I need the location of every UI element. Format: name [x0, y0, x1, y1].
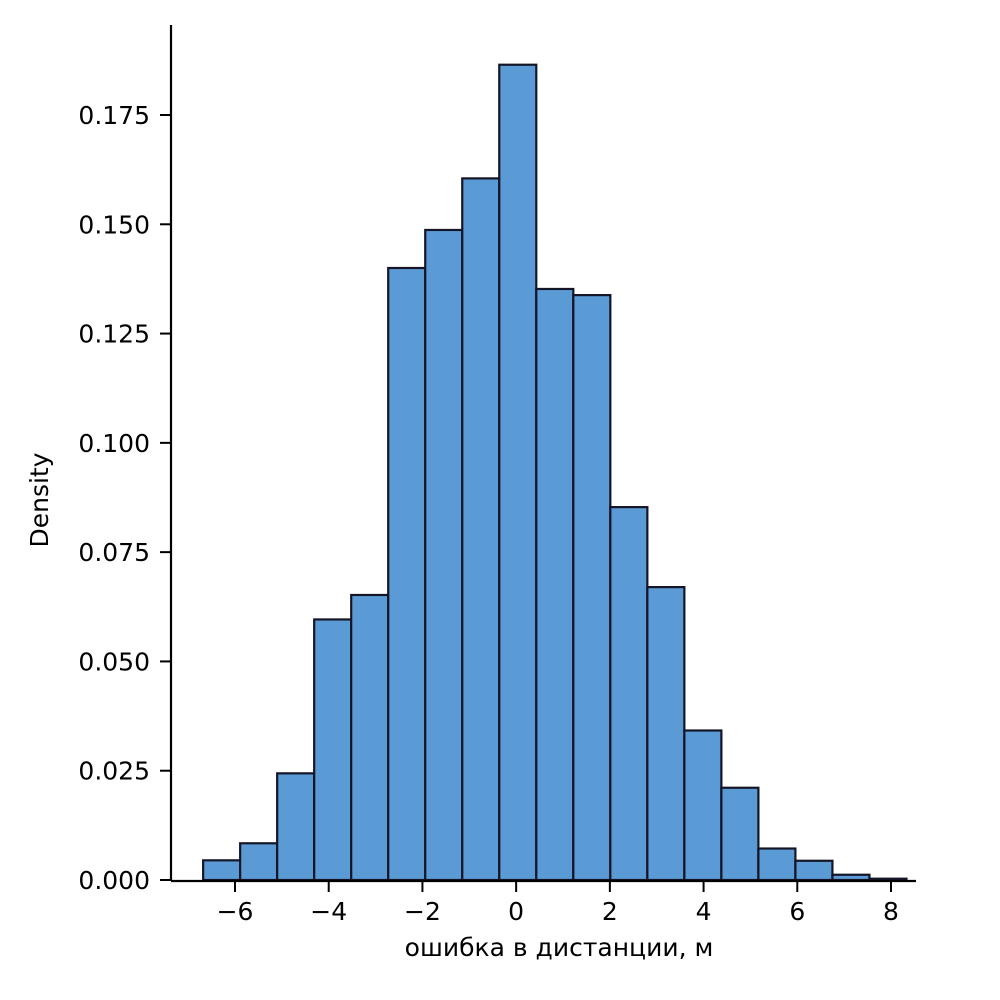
y-tick-label: 0.025: [78, 757, 150, 786]
histogram-bar: [757, 847, 797, 882]
histogram-bar: [535, 287, 575, 882]
y-axis-title: Density: [25, 452, 54, 547]
histogram-bar: [683, 729, 723, 882]
histogram-bars: [202, 63, 908, 882]
histogram-bar: [572, 294, 612, 882]
y-tick-label: 0.125: [78, 320, 150, 349]
x-tick-label: 2: [602, 897, 618, 926]
x-tick-label: 8: [883, 897, 899, 926]
y-axis-ticks: 0.000 0.025 0.050 0.075 0.100 0.125 0.150 0.175: [78, 101, 171, 895]
histogram-bar: [424, 228, 464, 882]
y-tick-label: 0.000: [78, 866, 150, 895]
histogram-bar: [239, 842, 279, 882]
histogram-bar: [498, 63, 538, 882]
x-axis-ticks: −6 −4 −2 0 2 4 6 8: [217, 881, 899, 926]
y-tick-label: 0.175: [78, 101, 150, 130]
x-axis-title: ошибка в дистанции, м: [405, 933, 714, 962]
histogram-bar: [868, 877, 908, 882]
y-tick-label: 0.150: [78, 210, 150, 239]
x-tick-label: −2: [404, 897, 441, 926]
histogram-bar: [461, 177, 501, 882]
y-tick-label: 0.050: [78, 647, 150, 676]
histogram-bar: [794, 859, 834, 882]
histogram-bar: [276, 772, 316, 882]
histogram-bar: [646, 586, 686, 882]
histogram-bar: [313, 618, 353, 882]
y-tick-label: 0.075: [78, 538, 150, 567]
x-tick-label: −6: [217, 897, 254, 926]
y-tick-label: 0.100: [78, 429, 150, 458]
histogram-bar: [202, 859, 242, 882]
histogram-bar: [720, 786, 760, 882]
x-tick-label: −4: [310, 897, 347, 926]
histogram-bar: [831, 873, 871, 882]
x-tick-label: 0: [508, 897, 524, 926]
histogram-bar: [609, 506, 649, 882]
histogram-bar: [350, 593, 390, 882]
x-tick-label: 4: [696, 897, 712, 926]
x-tick-label: 6: [789, 897, 805, 926]
histogram-bar: [387, 266, 427, 882]
